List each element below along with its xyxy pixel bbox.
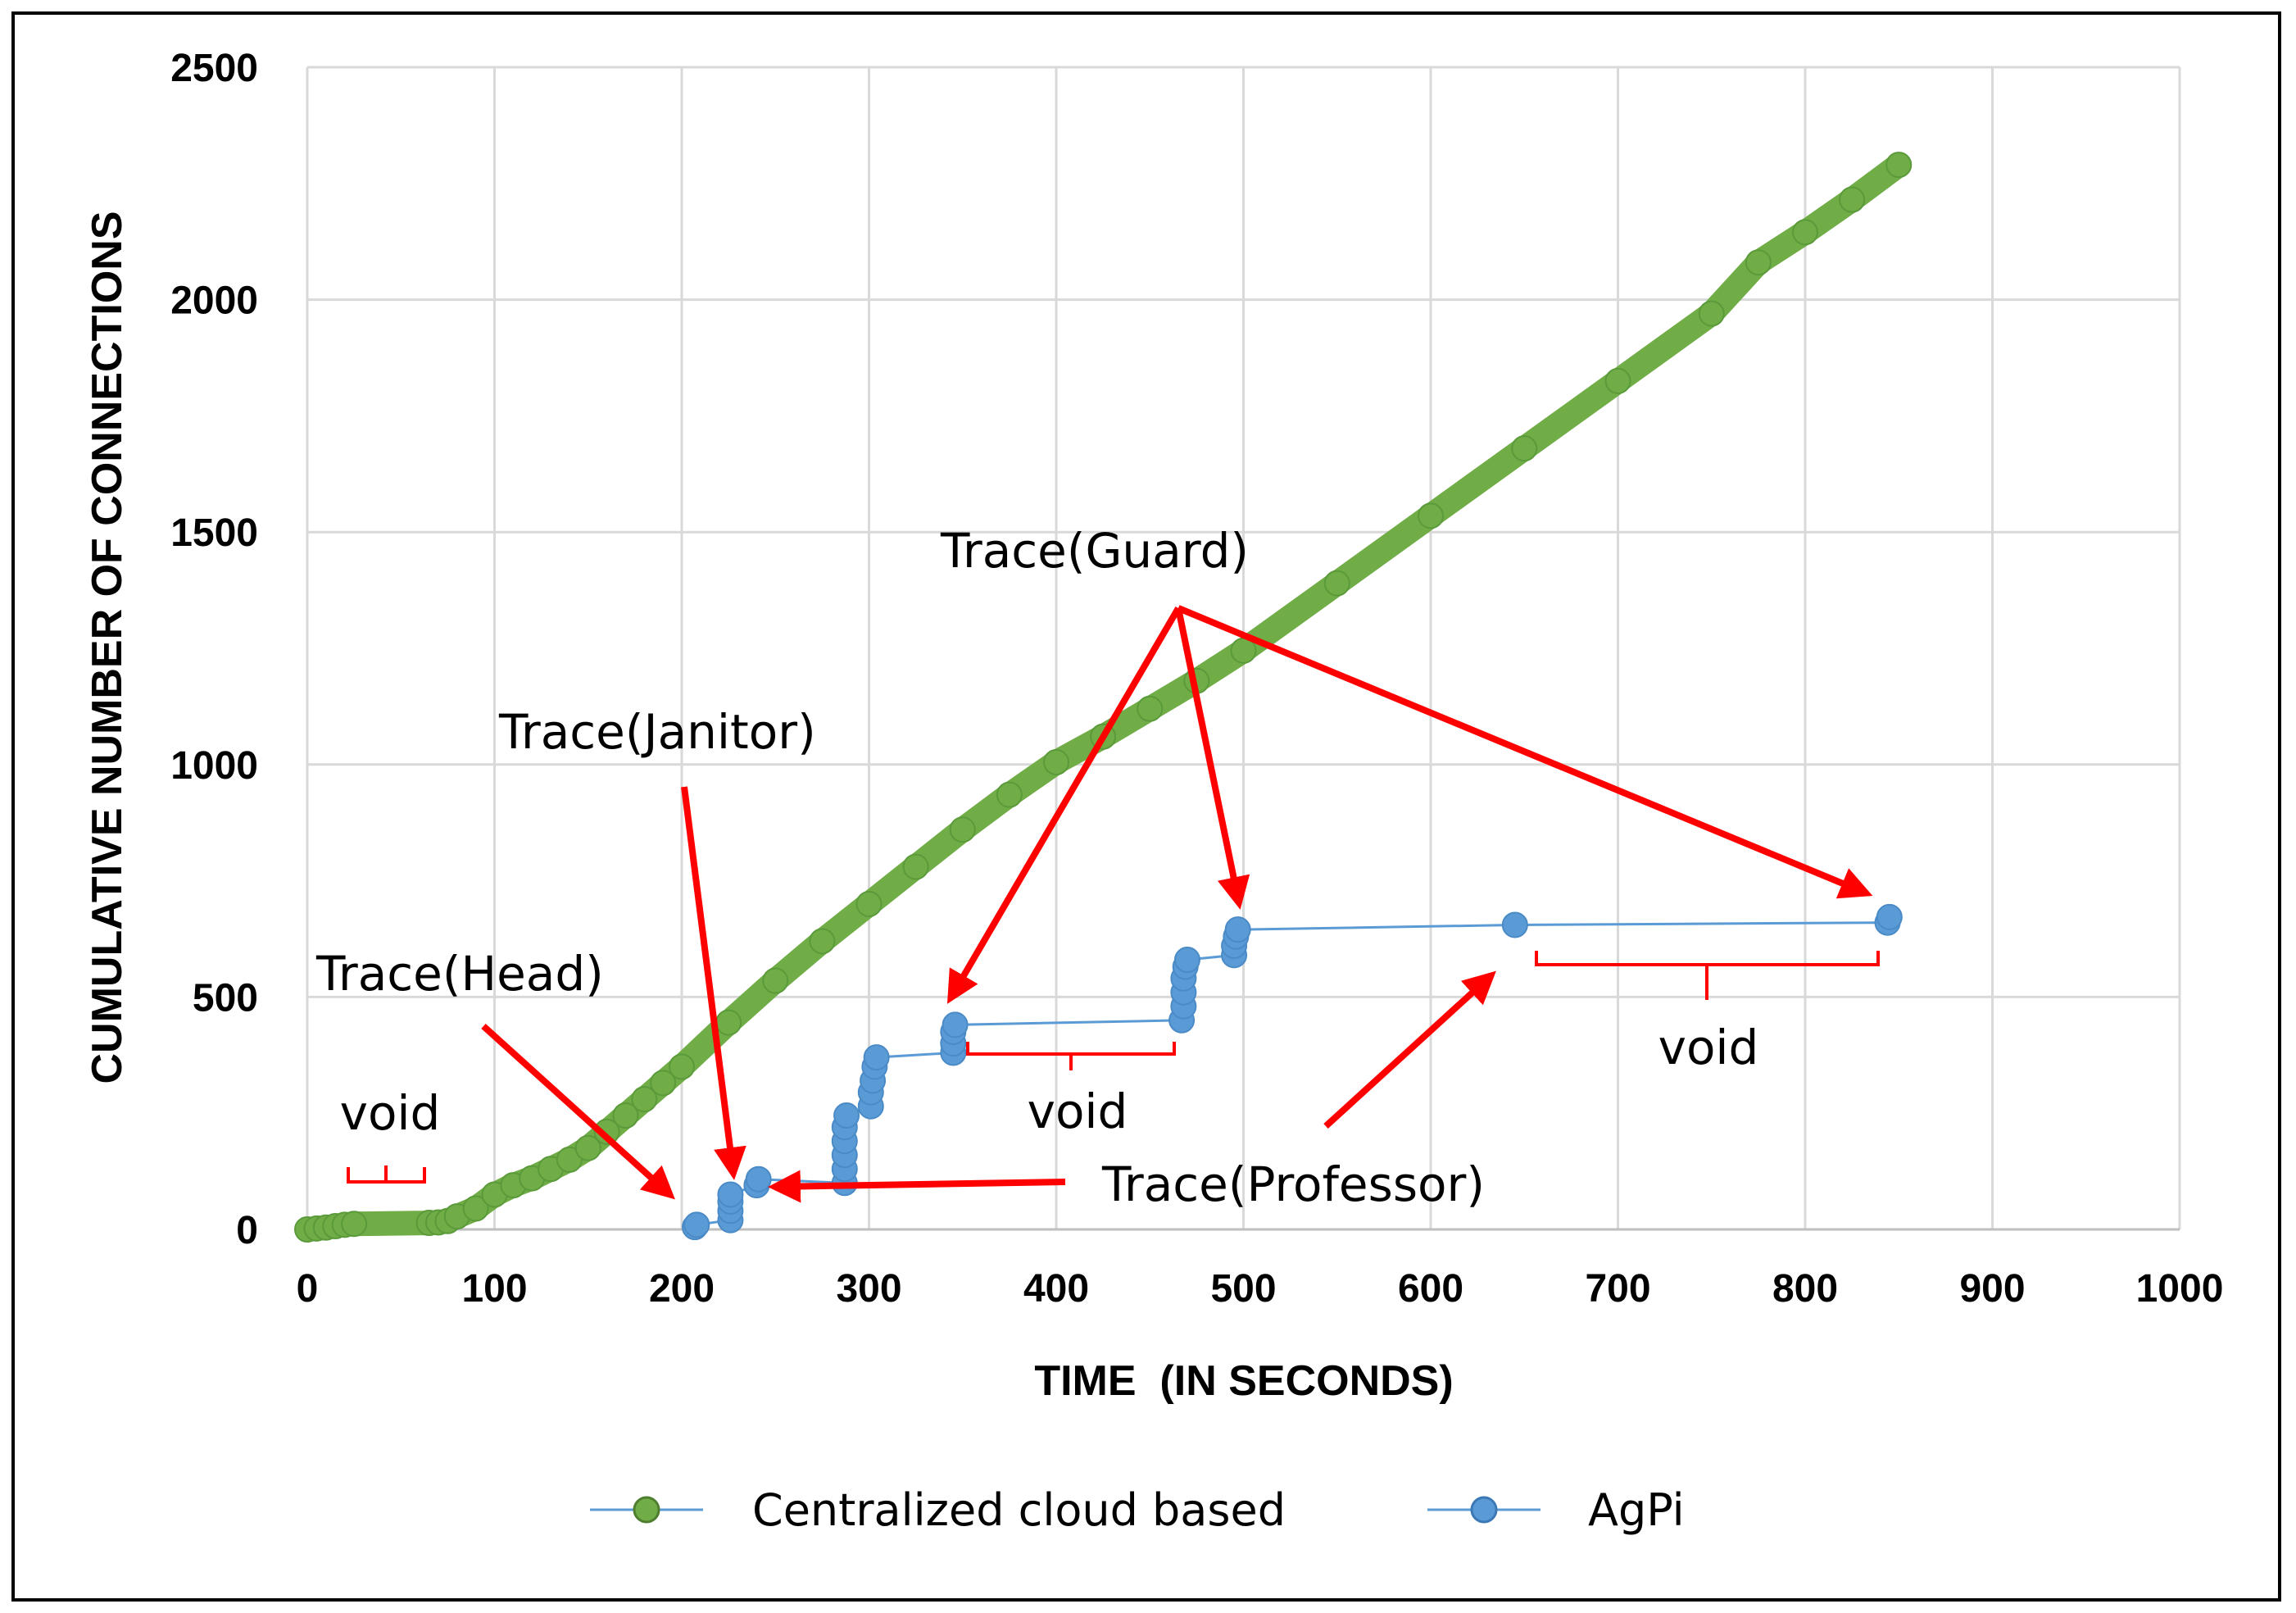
void-brackets [347,951,1880,1184]
data-point-centralized-16 [574,1134,601,1161]
data-point-agpi-33 [1501,911,1528,938]
data-point-agpi-1 [683,1211,710,1238]
data-point-centralized-18 [612,1102,639,1129]
data-point-centralized-25 [855,890,883,917]
x-tick-label-9: 900 [1959,1267,2025,1311]
x-tick-label-2: 200 [649,1267,715,1311]
data-point-agpi-32 [1224,916,1251,943]
data-point-centralized-28 [996,781,1023,808]
data-point-centralized-35 [1418,502,1444,529]
data-point-centralized-26 [902,853,929,880]
x-tick-label-10: 1000 [2136,1267,2224,1311]
data-point-centralized-23 [762,967,789,994]
data-point-centralized-27 [949,816,976,843]
y-axis-ticks: 0 500 1000 1500 2000 2500 [170,47,258,1252]
data-point-centralized-39 [1745,249,1772,276]
data-point-centralized-21 [669,1053,695,1080]
gridlines [306,66,2181,1229]
annotation-trace-janitor: Trace(Janitor) [498,704,816,760]
arrow-guard-1 [946,606,1182,1004]
annotation-trace-head: Trace(Head) [315,946,604,1002]
x-tick-label-0: 0 [297,1267,319,1311]
y-tick-label-4: 2000 [170,279,258,323]
data-point-centralized-24 [809,928,836,955]
y-tick-label-2: 1000 [170,744,258,788]
arrow-professor-1 [768,1170,1066,1203]
y-tick-label-3: 1500 [170,511,258,555]
data-point-centralized-34 [1323,570,1350,597]
arrow-janitor [681,786,746,1180]
data-point-centralized-40 [1792,219,1818,246]
data-point-agpi-7 [745,1165,772,1193]
annotation-trace-guard: Trace(Guard) [940,523,1249,579]
data-point-centralized-17 [593,1118,620,1145]
annotation-trace-professor: Trace(Professor) [1101,1156,1485,1212]
void-bracket-2 [966,1042,1176,1070]
void-label-3: void [1658,1020,1759,1075]
data-point-centralized-22 [715,1009,742,1036]
data-point-centralized-41 [1839,186,1866,213]
data-point-centralized-15 [556,1146,583,1173]
data-point-centralized-38 [1698,300,1725,327]
annotation-arrows [481,605,1873,1203]
data-point-agpi-5 [717,1181,744,1208]
data-point-centralized-37 [1604,367,1631,394]
arrow-professor-2 [1323,970,1496,1129]
x-tick-label-5: 500 [1210,1267,1276,1311]
data-point-centralized-20 [650,1070,677,1097]
void-bracket-3 [1535,951,1880,1000]
y-tick-label-0: 0 [236,1209,258,1252]
arrow-guard-2 [1175,607,1250,910]
data-point-agpi-18 [863,1044,890,1071]
x-tick-label-8: 800 [1772,1267,1838,1311]
x-tick-label-4: 400 [1023,1267,1089,1311]
x-tick-label-3: 300 [836,1267,901,1311]
data-point-centralized-10 [462,1195,489,1222]
legend-label-centralized: Centralized cloud based [752,1484,1286,1536]
data-point-centralized-42 [1885,152,1913,179]
data-point-agpi-35 [1876,903,1903,930]
series-centralized-cloud [294,152,1913,1243]
data-point-centralized-19 [631,1086,658,1113]
data-point-centralized-31 [1137,695,1164,722]
void-label-2: void [1028,1084,1128,1139]
data-point-agpi-22 [942,1011,969,1038]
void-label-1: void [340,1085,441,1141]
chart-frame [11,11,2281,1602]
x-axis-ticks: 0 100 200 300 400 500 600 700 800 900 1000 [297,1267,2224,1311]
x-axis-title: TIME (IN SECONDS) [1034,1357,1453,1405]
legend-marker-agpi [1470,1496,1498,1524]
x-tick-label-7: 700 [1585,1267,1650,1311]
y-tick-label-1: 500 [193,976,258,1020]
series-agpi [681,903,1903,1241]
void-bracket-1 [347,1165,426,1184]
legend: Centralized cloud based AgPi [590,1484,1685,1536]
y-axis-title: CUMULATIVE NUMBER OF CONNECTIONS [84,211,131,1084]
x-tick-label-1: 100 [461,1267,527,1311]
data-point-centralized-36 [1511,435,1538,462]
arrow-guard-3 [1177,605,1873,899]
legend-item-agpi: AgPi [1427,1484,1685,1536]
legend-label-agpi: AgPi [1588,1484,1685,1536]
legend-item-centralized: Centralized cloud based [590,1484,1286,1536]
arrow-head [481,1024,675,1200]
x-tick-label-6: 600 [1398,1267,1463,1311]
data-point-agpi-28 [1173,947,1200,974]
y-tick-label-5: 2500 [170,47,258,90]
data-point-centralized-29 [1043,748,1069,775]
data-point-agpi-13 [833,1102,860,1129]
data-point-centralized-5 [341,1211,368,1238]
legend-marker-centralized [633,1496,660,1524]
